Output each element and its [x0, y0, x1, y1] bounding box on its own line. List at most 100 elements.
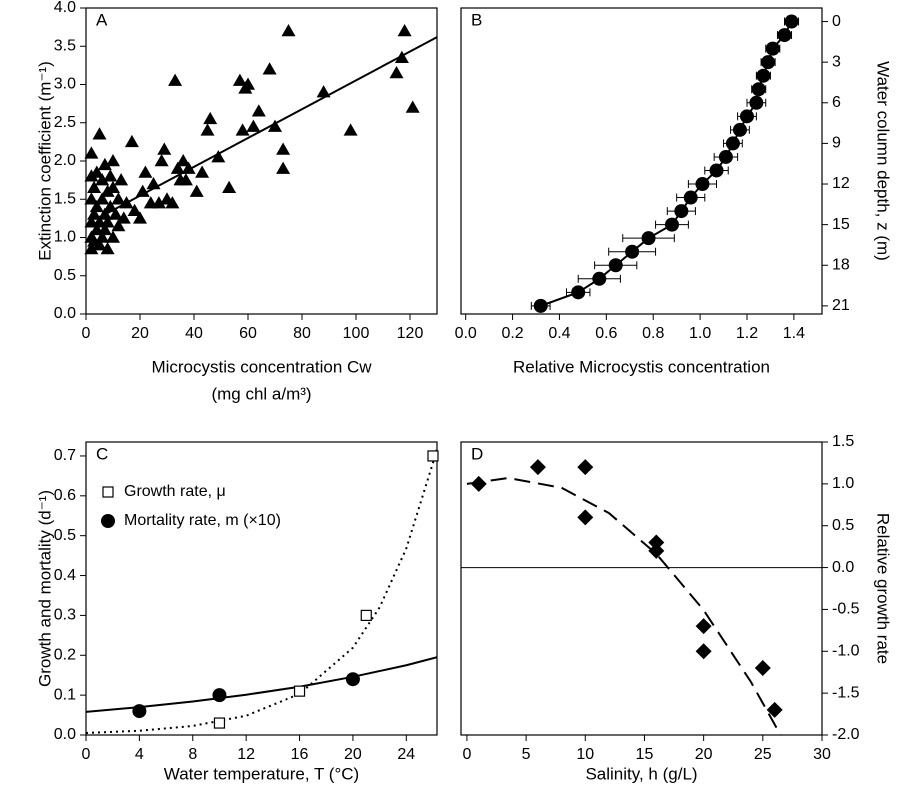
marker [89, 199, 104, 213]
marker [124, 134, 139, 148]
x-tick-label: 16 [291, 746, 309, 763]
marker [84, 146, 99, 159]
marker [577, 509, 594, 526]
marker [165, 196, 180, 209]
marker [276, 161, 291, 174]
x-axis-label: Relative Microcystis concentration [513, 357, 770, 376]
fit-line [107, 36, 437, 214]
marker [211, 150, 226, 163]
marker [397, 23, 412, 37]
marker [106, 180, 120, 194]
x-tick-label: 0.6 [595, 325, 617, 342]
marker [232, 73, 247, 86]
x-tick-label: 40 [185, 325, 203, 342]
marker [133, 211, 147, 224]
panel-label: B [471, 10, 482, 29]
marker [235, 123, 250, 136]
y-tick-label: 0 [832, 13, 841, 30]
fit-line [466, 476, 782, 735]
y-tick-label: 2.5 [54, 114, 76, 131]
marker [664, 217, 679, 232]
y-axis-label: Extinction coefficient (m⁻¹) [35, 61, 54, 261]
x-tick-label: 60 [239, 325, 257, 342]
marker [246, 119, 261, 132]
marker [157, 142, 172, 155]
y-tick-label: 0.5 [54, 527, 76, 544]
marker [405, 100, 420, 113]
marker [648, 534, 665, 551]
x-tick-label: 12 [237, 746, 255, 763]
marker [784, 14, 799, 29]
x-tick-label: 1.2 [736, 325, 758, 342]
marker [695, 643, 712, 660]
marker [87, 180, 102, 194]
marker [529, 459, 546, 476]
marker [251, 104, 266, 117]
marker [176, 154, 191, 167]
marker [281, 23, 296, 37]
y-tick-label: 0.3 [54, 607, 76, 624]
marker [262, 62, 277, 75]
marker [100, 215, 115, 228]
y-tick-label: 0.0 [832, 559, 854, 576]
marker [138, 165, 153, 178]
y-tick-label: 0.4 [54, 567, 76, 584]
marker [111, 219, 126, 232]
x-tick-label: 1.0 [689, 325, 711, 342]
marker [293, 685, 306, 697]
marker [625, 244, 640, 259]
marker [178, 173, 193, 186]
marker [170, 161, 185, 174]
x-axis-label: Salinity, h (g/L) [585, 764, 697, 783]
marker [92, 238, 107, 251]
y-tick-label: 4.0 [54, 0, 76, 16]
x-tick-label: 100 [343, 325, 370, 342]
marker [571, 285, 586, 300]
marker [146, 176, 161, 190]
marker [608, 258, 623, 273]
x-tick-label: 10 [576, 746, 594, 763]
x-tick-label: 20 [344, 746, 362, 763]
marker [749, 95, 764, 110]
x-tick-label: 20 [695, 746, 713, 763]
y-axis-label: Relative growth rate [874, 513, 893, 664]
marker [751, 82, 766, 97]
marker [756, 68, 771, 83]
x-tick-label: 0.0 [455, 325, 477, 342]
panel-label: A [96, 10, 108, 29]
x-tick-label: 0.4 [548, 325, 570, 342]
y-tick-label: -1.5 [832, 684, 860, 701]
marker [695, 618, 712, 635]
x-tick-label: 0 [82, 746, 91, 763]
marker [641, 231, 656, 246]
marker [111, 192, 126, 205]
marker [106, 154, 120, 167]
marker [114, 173, 129, 186]
marker [241, 77, 255, 90]
marker [389, 66, 404, 79]
y-tick-label: -1.0 [832, 643, 860, 660]
y-tick-label: 9 [832, 135, 841, 152]
marker [345, 672, 360, 687]
marker [132, 704, 147, 719]
y-tick-label: 3.0 [54, 76, 76, 93]
marker [106, 230, 120, 243]
marker [87, 207, 102, 220]
y-tick-label: 3.5 [54, 37, 76, 54]
marker [592, 271, 607, 286]
marker [100, 241, 115, 255]
y-tick-label: 18 [832, 256, 850, 273]
marker [577, 459, 594, 476]
x-tick-label: 5 [522, 746, 531, 763]
marker [343, 123, 358, 136]
marker [316, 85, 331, 98]
y-tick-label: 1.5 [54, 190, 76, 207]
y-tick-label: 0.2 [54, 646, 76, 663]
marker [754, 660, 771, 677]
x-tick-label: 120 [397, 325, 424, 342]
marker [168, 73, 183, 86]
x-axis-label: Water temperature, T (°C) [164, 764, 359, 783]
marker [103, 169, 118, 182]
fit-line [86, 656, 437, 713]
